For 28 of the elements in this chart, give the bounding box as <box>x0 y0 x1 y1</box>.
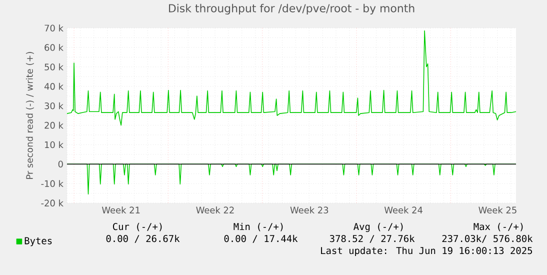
y-tick-label: -20 k <box>41 200 64 206</box>
text: Cur (-/+) <box>113 222 162 232</box>
y-tick-label: 70 k <box>44 24 64 32</box>
x-tick-label: Week 24 <box>384 206 422 214</box>
x-tick-label: Week 23 <box>290 206 328 214</box>
x-tick-label: Week 22 <box>196 206 234 214</box>
text: Avg (-/+) <box>354 222 403 232</box>
x-tick-label: Week 25 <box>478 206 516 214</box>
chart-title: Disk throughput for /dev/pve/root - by month <box>169 4 414 15</box>
text: 378.52 / 27.76k <box>330 234 415 243</box>
legend-label: Bytes <box>24 237 52 246</box>
y-tick-label: -10 k <box>41 180 64 188</box>
text: 0.00 / 17.44k <box>224 234 298 243</box>
y-tick-label: 30 k <box>44 102 64 110</box>
y-tick-label: 20 k <box>44 122 64 129</box>
y-tick-label: 40 k <box>44 82 64 90</box>
text: Last update: Thu Jun 19 16:00:13 2025 <box>321 246 532 256</box>
y-axis-title: Pr second read (-) / write (+) <box>26 52 34 179</box>
text: Max (-/+) <box>474 222 523 232</box>
y-tick-label: 10 k <box>45 141 64 148</box>
line-series <box>66 30 516 126</box>
text: Min (-/+) <box>234 222 283 232</box>
text: 0.00 / 26.67k <box>106 234 180 243</box>
y-tick-label: 0 <box>58 160 63 168</box>
text: 237.03k/ 576.80k <box>442 234 533 243</box>
y-tick-label: 50 k <box>44 63 64 70</box>
x-tick-label: Week 21 <box>102 206 140 214</box>
y-tick-label: 60 k <box>44 44 64 51</box>
